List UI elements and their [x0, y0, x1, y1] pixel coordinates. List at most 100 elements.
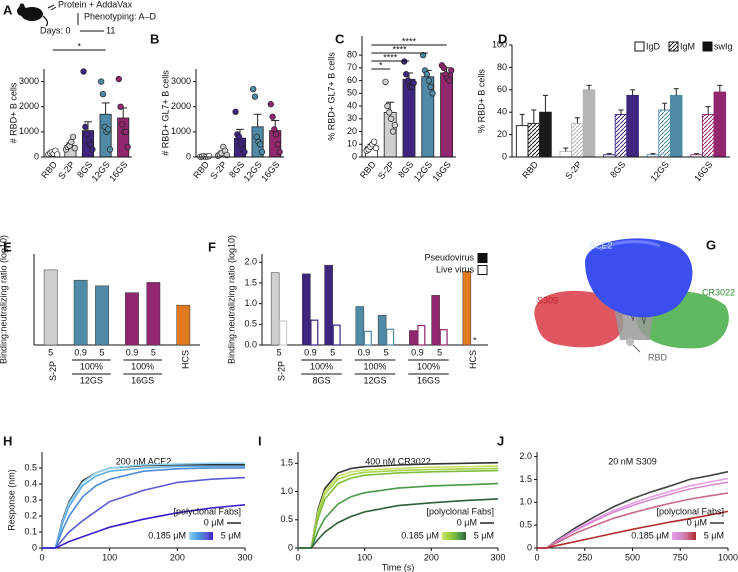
legend-swatch — [477, 253, 488, 263]
y-axis-label: Response (nm) — [6, 469, 16, 531]
group-label: 16GS — [417, 375, 440, 385]
chart-title: 400 nM CR3022 — [365, 456, 431, 466]
y-tick-label: 70 — [347, 62, 357, 72]
bar — [270, 272, 280, 346]
x-axis-label: Time (s) — [382, 562, 415, 572]
bar — [324, 264, 333, 346]
data-point — [391, 122, 399, 129]
bar — [332, 324, 341, 346]
data-point — [384, 102, 391, 110]
bar — [614, 113, 628, 158]
data-point — [269, 113, 276, 120]
data-point — [389, 128, 397, 135]
bar — [386, 328, 395, 346]
legend-gradient — [672, 532, 696, 540]
panel-label: F — [208, 239, 216, 254]
line-series — [298, 498, 499, 549]
data-point — [425, 77, 432, 84]
data-point — [429, 90, 436, 97]
x-tick-label: 500 — [625, 552, 640, 562]
y-axis-label: Binding:neutralizing ratio (log10) — [226, 235, 236, 364]
data-point — [223, 151, 230, 159]
bar — [363, 330, 372, 346]
y-tick-label: 0.5 — [24, 462, 37, 472]
data-point — [241, 148, 248, 156]
x-tick-label: RBD — [39, 159, 59, 180]
y-tick-label: 0.2 — [24, 510, 37, 520]
panel-label: E — [3, 239, 12, 254]
y-tick-label: 40 — [497, 107, 507, 117]
y-tick-label: 0.0 — [244, 339, 257, 349]
bar — [279, 320, 288, 346]
legend-label: 5 μM — [474, 530, 494, 540]
bar — [462, 271, 472, 346]
structure-label: S309 — [537, 295, 558, 305]
schematic-days: Days: 0 — [40, 25, 71, 35]
y-tick-label: 50 — [347, 88, 357, 98]
group-label: 12GS — [80, 375, 103, 385]
y-tick-label: 80 — [497, 62, 507, 72]
y-tick-label: 100 — [492, 39, 507, 49]
panel-label: C — [335, 31, 345, 46]
y-tick-label: 0 — [352, 151, 357, 161]
y-tick-label: 10 — [347, 139, 357, 149]
data-point — [119, 121, 126, 128]
x-tick-label: 12GS — [648, 159, 670, 183]
y-tick-label: 1.5 — [519, 474, 532, 484]
y-axis-label: # RBD+ GL7+ B cells — [160, 70, 170, 156]
x-tick-label: 0.9 — [126, 347, 139, 357]
bar — [669, 94, 683, 158]
x-tick-label: 16GS — [259, 159, 281, 183]
x-tick-label: 5 — [330, 347, 335, 357]
x-tick-label: 200 — [424, 552, 439, 562]
data-point — [410, 79, 417, 87]
data-point — [274, 141, 281, 148]
data-point — [257, 141, 264, 148]
x-tick-label: 8GS — [608, 159, 627, 179]
legend-label: IgM — [680, 41, 695, 51]
legend-label: Live virus — [436, 264, 475, 274]
x-tick-label: 0.9 — [304, 347, 317, 357]
x-tick-label: RBD — [520, 159, 540, 180]
y-tick-label: 1000 — [171, 126, 191, 136]
y-tick-label: 80 — [347, 49, 357, 59]
bar — [515, 125, 529, 158]
group-label: HCS — [468, 350, 478, 369]
x-tick-label: 100 — [357, 552, 372, 562]
bar — [439, 329, 448, 346]
x-tick-label: 5 — [277, 347, 282, 357]
legend-swatch — [702, 41, 713, 52]
panel-label: I — [258, 433, 262, 448]
legend-title: [polyclonal Fabs] — [173, 506, 241, 516]
y-tick-label: 0 — [32, 542, 37, 552]
data-point — [89, 146, 96, 153]
legend-label: IgD — [646, 41, 661, 51]
group-label: 16GS — [131, 375, 154, 385]
bar — [43, 269, 58, 346]
x-tick-label: 0.9 — [411, 347, 424, 357]
significance-label: * — [379, 60, 383, 70]
panel-label: B — [150, 31, 159, 46]
y-tick-label: 0.4 — [24, 478, 37, 488]
legend-label: 0 μM — [204, 517, 224, 527]
group-label: S-2P — [48, 361, 58, 381]
y-tick-label: 3000 — [171, 76, 191, 86]
y-tick-label: 2.0 — [519, 451, 532, 461]
group-label: HCS — [181, 350, 191, 369]
x-tick-label: 5 — [151, 347, 156, 357]
y-tick-label: 40 — [347, 100, 357, 110]
x-tick-label: 5 — [384, 347, 389, 357]
data-point — [267, 101, 274, 108]
x-tick-label: S-2P — [56, 159, 77, 181]
data-point — [54, 151, 61, 158]
line-series — [42, 467, 245, 549]
y-axis-label: # RBD+ B cells — [8, 82, 18, 143]
x-tick-label: 5 — [48, 347, 53, 357]
data-point — [404, 77, 412, 84]
line-series — [42, 465, 245, 549]
data-point — [272, 131, 280, 138]
bar — [377, 314, 387, 346]
x-tick-label: 12GS — [412, 159, 434, 183]
x-tick-label: 0.9 — [74, 347, 87, 357]
